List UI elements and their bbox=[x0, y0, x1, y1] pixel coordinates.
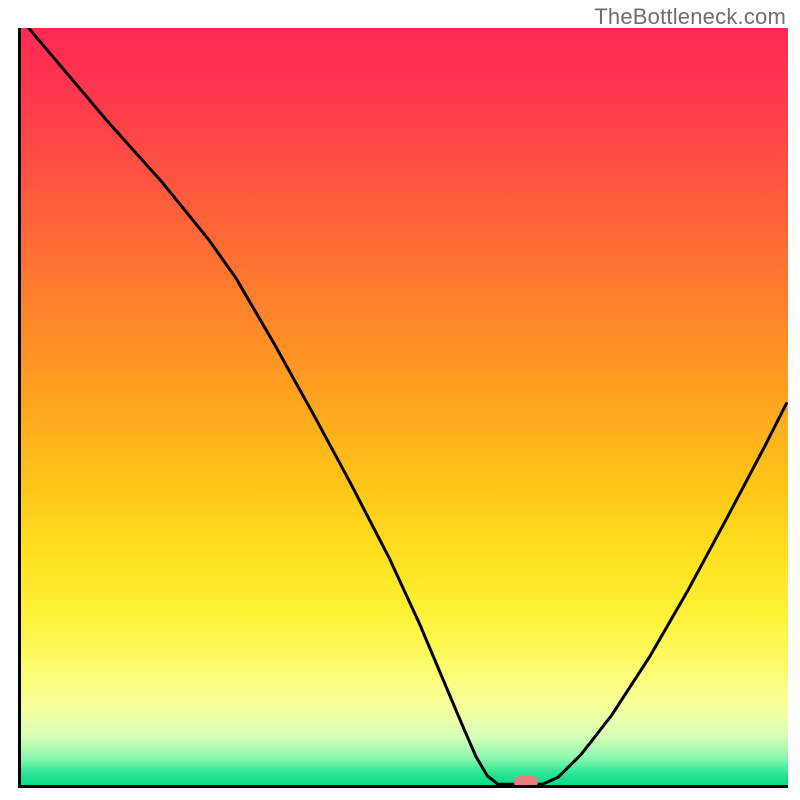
plot-inner bbox=[21, 28, 788, 785]
figure-root: { "watermark": { "text": "TheBottleneck.… bbox=[0, 0, 800, 800]
y-axis bbox=[18, 28, 21, 788]
plot-area bbox=[18, 28, 788, 788]
x-axis bbox=[18, 785, 788, 788]
watermark-text: TheBottleneck.com bbox=[594, 4, 786, 30]
bottleneck-curve bbox=[21, 28, 788, 785]
